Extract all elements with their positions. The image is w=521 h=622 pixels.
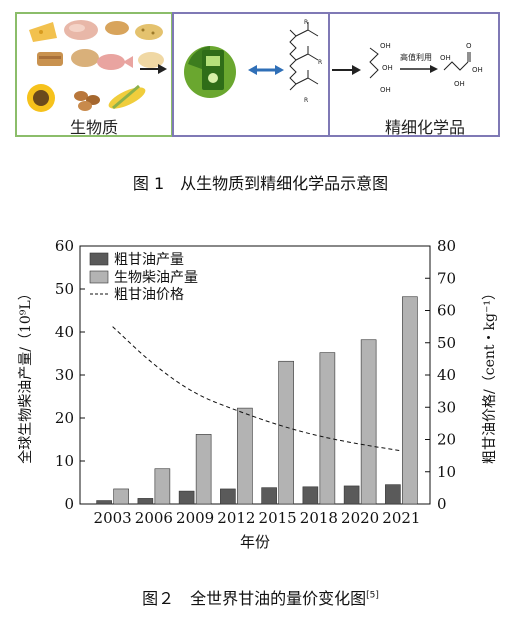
bar-crude-glycerol bbox=[261, 487, 277, 505]
glyceric-acid-structure: O OH OH OH bbox=[440, 42, 483, 88]
bar-crude-glycerol bbox=[343, 485, 360, 505]
left-tick-label: 10 bbox=[55, 452, 74, 470]
bread-icon bbox=[105, 21, 129, 35]
potato-icon bbox=[71, 49, 99, 67]
left-tick-label: 50 bbox=[55, 280, 74, 298]
nuts-icon bbox=[74, 91, 100, 111]
chemicals-panel: R R R OH OH OH 高值利用 O OH OH OH 精细化学品 bbox=[172, 12, 500, 137]
legend-biodiesel: 生物柴油产量 bbox=[114, 270, 198, 286]
right-tick-label: 0 bbox=[437, 495, 447, 513]
price-series-line bbox=[112, 326, 402, 452]
bar-crude-glycerol bbox=[96, 500, 112, 505]
right-axis: 0 10 20 30 40 50 60 70 80 bbox=[425, 237, 456, 513]
left-tick-label: 60 bbox=[55, 237, 74, 255]
fine-chemicals-label: 精细化学品 bbox=[384, 118, 465, 137]
triglyceride-box bbox=[172, 12, 330, 137]
wood-icon bbox=[37, 52, 63, 66]
right-tick-label: 50 bbox=[437, 334, 456, 352]
glycerol-chart: 0 10 20 30 40 50 60 0 10 20 30 40 50 60 70 80 2003 2006… bbox=[17, 237, 498, 551]
r2-label: R bbox=[318, 59, 322, 66]
bar-biodiesel bbox=[195, 434, 212, 505]
x-tick-label: 2003 bbox=[94, 509, 132, 527]
bar-crude-glycerol bbox=[178, 490, 195, 505]
bar-biodiesel bbox=[237, 407, 253, 505]
x-tick-label: 2021 bbox=[382, 509, 420, 527]
legend-crude-glycerol: 粗甘油产量 bbox=[114, 252, 184, 268]
x-tick-label: 2006 bbox=[135, 509, 173, 527]
meat-icon bbox=[64, 20, 98, 40]
x-tick-label: 2009 bbox=[176, 509, 214, 527]
arrow-right-icon bbox=[400, 65, 438, 73]
biodiesel-pump-icon bbox=[184, 46, 236, 98]
left-tick-label: 40 bbox=[55, 323, 74, 341]
left-tick-label: 20 bbox=[55, 409, 74, 427]
r3-label: R bbox=[304, 97, 308, 104]
bar-crude-glycerol bbox=[137, 498, 154, 505]
oh-label: OH bbox=[472, 66, 483, 74]
right-axis-label: 粗甘油价格/（cent・kg⁻¹） bbox=[482, 286, 498, 464]
figure-1: 生物质 R R bbox=[0, 0, 521, 200]
bar-biodiesel bbox=[319, 352, 336, 505]
double-arrow-icon bbox=[248, 65, 284, 75]
x-axis: 2003 2006 2009 2012 2015 2018 2020 2021 bbox=[94, 509, 421, 527]
figure-2-reference: [5] bbox=[366, 590, 379, 601]
o-label: O bbox=[466, 42, 472, 50]
oh-label: OH bbox=[454, 80, 465, 88]
right-tick-label: 70 bbox=[437, 269, 456, 287]
oh-label: OH bbox=[380, 86, 391, 94]
glycerol-structure: OH OH OH bbox=[369, 42, 393, 94]
left-tick-label: 0 bbox=[64, 495, 74, 513]
arrow-right-icon bbox=[140, 64, 167, 74]
left-axis-label: 全球生物柴油产量/（10⁹L） bbox=[17, 286, 34, 463]
right-tick-label: 30 bbox=[437, 398, 456, 416]
high-value-use-label: 高值利用 bbox=[400, 53, 432, 62]
x-tick-label: 2015 bbox=[259, 509, 297, 527]
bar-crude-glycerol bbox=[220, 488, 236, 505]
bar-biodiesel bbox=[113, 488, 129, 505]
legend-swatch-biodiesel bbox=[89, 270, 109, 284]
biomass-panel: 生物质 bbox=[15, 12, 173, 137]
figure-2-caption: 图２ 全世界甘油的量价变化图[5] bbox=[0, 585, 521, 609]
fish-icon bbox=[97, 54, 133, 70]
left-axis: 0 10 20 30 40 50 60 bbox=[55, 237, 85, 513]
bar-biodiesel bbox=[402, 296, 418, 505]
x-tick-label: 2018 bbox=[300, 509, 338, 527]
legend: 粗甘油产量 生物柴油产量 粗甘油价格 bbox=[89, 252, 198, 303]
bars bbox=[96, 296, 418, 505]
right-tick-label: 20 bbox=[437, 431, 456, 449]
bar-crude-glycerol bbox=[385, 484, 401, 505]
bar-biodiesel bbox=[360, 339, 377, 505]
right-tick-label: 60 bbox=[437, 302, 456, 320]
bar-biodiesel bbox=[154, 468, 171, 505]
oh-label: OH bbox=[382, 64, 393, 72]
left-tick-label: 30 bbox=[55, 366, 74, 384]
sunflower-icon bbox=[27, 84, 55, 112]
bar-crude-glycerol bbox=[302, 486, 319, 505]
right-tick-label: 40 bbox=[437, 366, 456, 384]
legend-price: 粗甘油价格 bbox=[114, 287, 184, 303]
x-tick-label: 2012 bbox=[217, 509, 255, 527]
oh-label: OH bbox=[440, 54, 451, 62]
oh-label: OH bbox=[380, 42, 391, 50]
biomass-label: 生物质 bbox=[69, 118, 118, 137]
biomass-icons bbox=[27, 20, 164, 112]
x-tick-label: 2020 bbox=[341, 509, 379, 527]
right-tick-label: 10 bbox=[437, 463, 456, 481]
flour-icon bbox=[138, 52, 164, 68]
bar-biodiesel bbox=[278, 360, 294, 505]
cheese-icon bbox=[29, 22, 57, 42]
triglyceride-structure: R R R bbox=[289, 19, 322, 104]
x-axis-label: 年份 bbox=[240, 533, 270, 551]
legend-swatch-crude-glycerol bbox=[89, 252, 109, 266]
right-tick-label: 80 bbox=[437, 237, 456, 255]
corn-icon bbox=[108, 84, 146, 110]
figure-2-caption-text: 图２ 全世界甘油的量价变化图 bbox=[142, 589, 367, 608]
r1-label: R bbox=[304, 19, 308, 26]
price-line bbox=[112, 326, 402, 452]
figure-1-caption: 图 1 从生物质到精细化学品示意图 bbox=[132, 174, 389, 193]
arrow-right-icon bbox=[332, 65, 361, 75]
grain-icon bbox=[135, 24, 163, 40]
